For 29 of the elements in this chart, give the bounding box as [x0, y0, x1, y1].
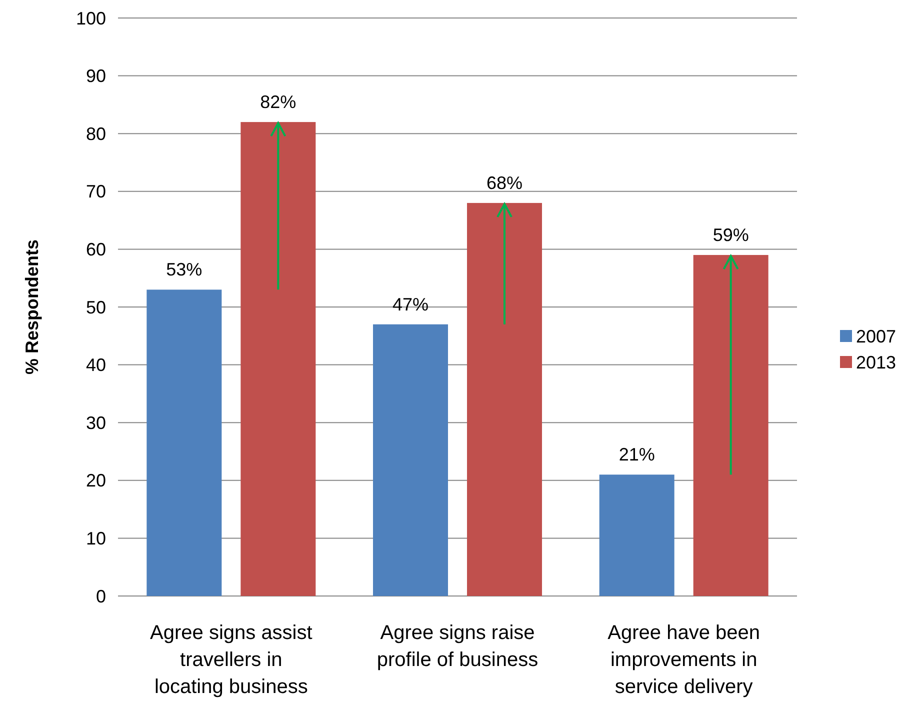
x-tick-label: Agree signs raise profile of business [376, 622, 538, 671]
y-tick-label: 40 [86, 355, 106, 376]
y-tick-label: 90 [86, 66, 106, 86]
legend-label: 2013 [856, 352, 896, 372]
bar [599, 474, 674, 596]
legend-label: 2007 [856, 326, 896, 346]
x-tick-label: Agree signs assist travellers in locating business [150, 622, 313, 698]
data-label: 82% [260, 92, 296, 112]
y-axis-title: % Respondents [22, 239, 42, 375]
y-tick-label: 30 [86, 412, 106, 433]
y-tick-label: 70 [86, 182, 106, 202]
bar [240, 122, 316, 596]
bar [467, 202, 542, 596]
x-tick-label: Agree have been improvements in service delivery [608, 622, 760, 698]
data-label: 53% [166, 260, 202, 280]
y-tick-label: 100 [76, 8, 106, 28]
y-tick-label: 60 [86, 240, 106, 260]
y-tick-label: 0 [96, 586, 106, 606]
y-tick-label: 80 [86, 124, 106, 144]
bar [146, 290, 222, 596]
data-label: 59% [712, 224, 749, 245]
y-tick-label: 10 [86, 528, 106, 548]
bar [373, 324, 448, 596]
y-tick-label: 50 [86, 297, 106, 318]
data-label: 47% [392, 294, 429, 314]
bar [693, 254, 768, 596]
data-label: 21% [618, 444, 655, 465]
data-label: 68% [486, 172, 523, 193]
y-tick-label: 20 [86, 470, 106, 491]
